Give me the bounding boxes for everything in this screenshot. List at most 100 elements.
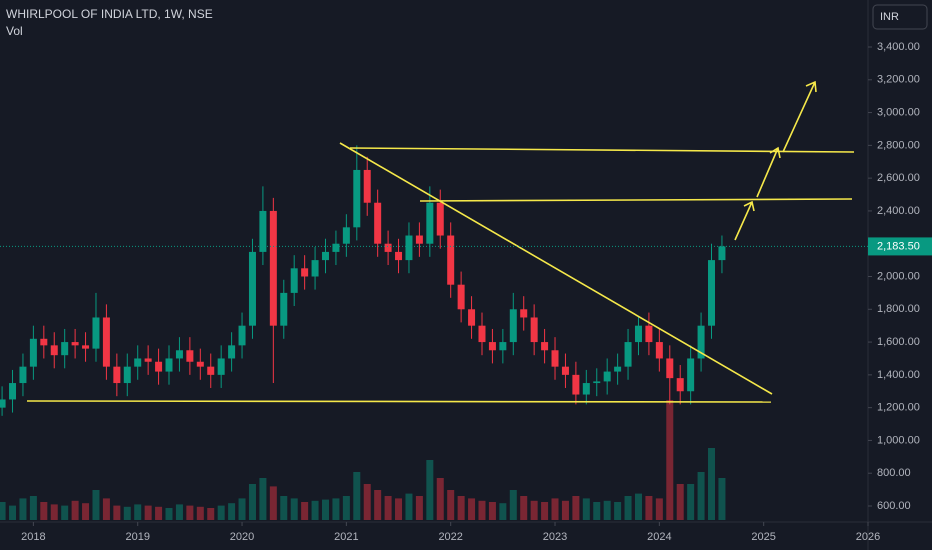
volume-bar [19, 498, 27, 520]
volume-bar [530, 500, 538, 520]
volume-bar [134, 504, 142, 520]
candle-body [144, 358, 152, 362]
candle-body [541, 342, 549, 351]
currency-button[interactable] [872, 4, 928, 30]
y-tick-label: 800.00 [877, 467, 911, 479]
volume-bar [207, 508, 215, 520]
candle-body [384, 243, 392, 252]
candle-body [71, 342, 79, 346]
volume-bar [447, 490, 455, 520]
volume-bar [395, 498, 403, 520]
volume-bar [155, 506, 163, 520]
candle-body [40, 338, 48, 346]
volume-bar [614, 502, 622, 520]
volume-bar [697, 472, 705, 520]
resistance-line [349, 147, 855, 153]
candle-body [436, 202, 444, 236]
volume-bar [708, 448, 716, 520]
candle-body [561, 366, 569, 375]
candle-body [19, 366, 27, 384]
candle-body [228, 345, 236, 359]
x-tick-label: 2026 [856, 531, 880, 543]
x-tick-label: 2018 [21, 531, 45, 543]
candle-body [50, 345, 58, 356]
volume-bar [499, 503, 507, 520]
candle-body [697, 325, 705, 359]
volume-bar [228, 503, 236, 520]
volume-bar [71, 500, 79, 520]
candle-body [102, 317, 110, 367]
candle-body [248, 251, 256, 326]
candle-body [332, 243, 340, 252]
volume-bar [40, 502, 48, 520]
trend-line [339, 142, 773, 395]
volume-bar [217, 505, 225, 520]
volume-bar [342, 496, 350, 520]
candle-body [634, 325, 642, 343]
volume-bar [478, 500, 486, 520]
candle-body [123, 366, 131, 384]
volume-bar [123, 506, 131, 520]
x-tick-label: 2021 [334, 531, 358, 543]
candle-body [468, 309, 476, 326]
arrow [734, 200, 755, 241]
x-tick-label: 2019 [125, 531, 149, 543]
volume-bar [175, 504, 183, 520]
volume-bar [29, 496, 37, 520]
volume-bar [92, 490, 100, 520]
candle-body [603, 371, 611, 382]
volume-bar [509, 490, 517, 520]
volume-bar [311, 500, 319, 520]
currency-label[interactable]: INR [880, 11, 899, 23]
candle-body [290, 268, 298, 293]
volume-bar [113, 505, 121, 520]
resistance-line [419, 198, 853, 202]
candle-body [82, 345, 90, 349]
candle-body [488, 342, 496, 351]
candle-body [217, 358, 225, 375]
candle-body [165, 358, 173, 372]
candle-body [196, 361, 204, 367]
candle-body [280, 292, 288, 326]
volume-bar [561, 500, 569, 520]
volume-bar [61, 505, 69, 520]
volume-bar [0, 502, 6, 520]
candle-body [238, 325, 246, 346]
candle-body [29, 338, 37, 367]
candle-body [92, 317, 100, 349]
candle-body [175, 350, 183, 359]
y-tick-label: 3,200.00 [877, 74, 920, 86]
volume-bar [248, 484, 256, 520]
candle-body [342, 227, 350, 244]
volume-bar [468, 498, 476, 520]
y-tick-label: 1,800.00 [877, 303, 920, 315]
candle-body [530, 317, 538, 343]
candle-body [708, 260, 716, 326]
volume-bar [363, 484, 371, 520]
candle-body [269, 210, 277, 326]
volume-bar [624, 496, 632, 520]
volume-bar [718, 478, 726, 520]
x-tick-label: 2025 [751, 531, 775, 543]
volume-bar [144, 505, 152, 520]
candle-body [155, 361, 163, 372]
candle-body [426, 202, 434, 244]
volume-bar [405, 493, 413, 520]
candle-body [582, 383, 590, 395]
plot-area [0, 145, 726, 520]
candle-body [207, 366, 215, 375]
candle-body [655, 342, 663, 359]
candle-body [457, 284, 465, 310]
y-tick-label: 2,400.00 [877, 205, 920, 217]
volume-bar [238, 498, 246, 520]
candle-body [405, 235, 413, 261]
candle-body [322, 251, 329, 261]
candle-body [499, 342, 507, 351]
y-tick-label: 600.00 [877, 500, 911, 512]
candle-body [447, 235, 455, 285]
candle-body [9, 383, 17, 400]
volume-bar [301, 502, 309, 520]
volume-bar [426, 460, 434, 520]
y-tick-label: 3,400.00 [877, 41, 920, 53]
volume-bar [645, 496, 653, 520]
